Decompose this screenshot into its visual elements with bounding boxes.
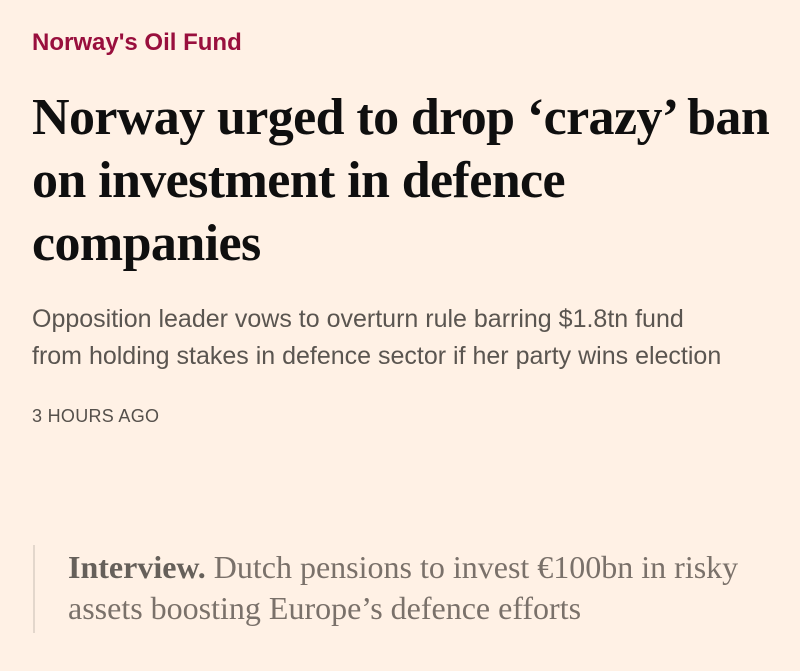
article-standfirst: Opposition leader vows to overturn rule … [32,305,722,370]
related-title: Dutch pensions to invest €100bn in risky… [68,549,739,626]
related-label: Interview. [68,549,206,585]
article-headline[interactable]: Norway urged to drop ‘crazy’ ban on inve… [32,89,770,272]
topic-link[interactable]: Norway's Oil Fund [32,29,242,56]
article-timestamp: 3 HOURS AGO [32,406,160,426]
related-article[interactable]: Interview. Dutch pensions to invest €100… [33,545,788,633]
article-teaser: Norway's Oil Fund Norway urged to drop ‘… [32,24,772,428]
related-article-link[interactable]: Interview. Dutch pensions to invest €100… [68,549,738,626]
